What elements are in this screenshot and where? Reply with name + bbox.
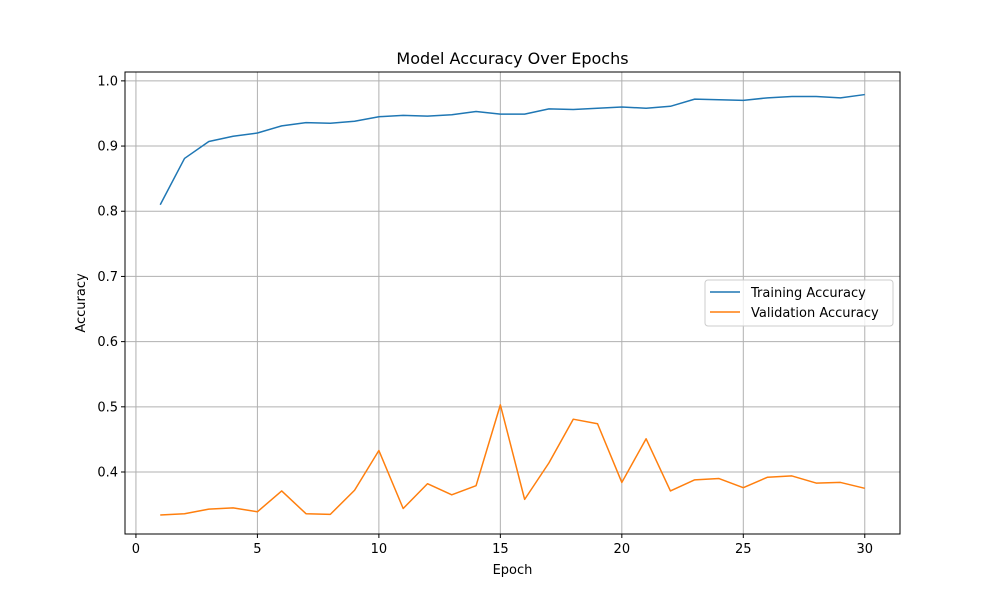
y-tick-label: 0.6 — [97, 335, 118, 350]
legend-label: Validation Accuracy — [751, 306, 879, 321]
y-tick-label: 0.4 — [97, 466, 118, 481]
chart-title: Model Accuracy Over Epochs — [396, 49, 628, 68]
y-tick-label: 0.9 — [97, 140, 118, 155]
y-tick-label: 0.7 — [97, 270, 118, 285]
y-tick-label: 0.8 — [97, 205, 118, 220]
legend: Training Accuracy Validation Accuracy — [704, 279, 894, 327]
validation-accuracy-line — [160, 404, 865, 516]
x-tick-label: 5 — [253, 542, 261, 557]
plot-area-frame — [124, 71, 901, 535]
legend-box — [704, 279, 894, 327]
y-axis-label: Accuracy — [74, 273, 89, 333]
x-tick-label: 25 — [735, 542, 752, 557]
y-tick-label: 1.0 — [97, 74, 118, 89]
x-tick-label: 20 — [614, 542, 631, 557]
x-tick-label: 30 — [856, 542, 873, 557]
grid — [125, 72, 900, 534]
y-tick-label: 0.5 — [97, 400, 118, 415]
training-accuracy-line — [159, 93, 865, 206]
axis-ticks: 0 5 10 15 20 25 30 0.4 0.5 0.6 0.7 0.8 0.9 1.0 — [97, 74, 873, 557]
x-tick-label: 15 — [492, 542, 509, 557]
x-tick-label: 10 — [371, 542, 388, 557]
x-tick-label: 0 — [132, 542, 140, 557]
legend-label: Training Accuracy — [750, 286, 866, 301]
x-axis-label: Epoch — [493, 563, 533, 578]
series-lines — [159, 93, 865, 516]
